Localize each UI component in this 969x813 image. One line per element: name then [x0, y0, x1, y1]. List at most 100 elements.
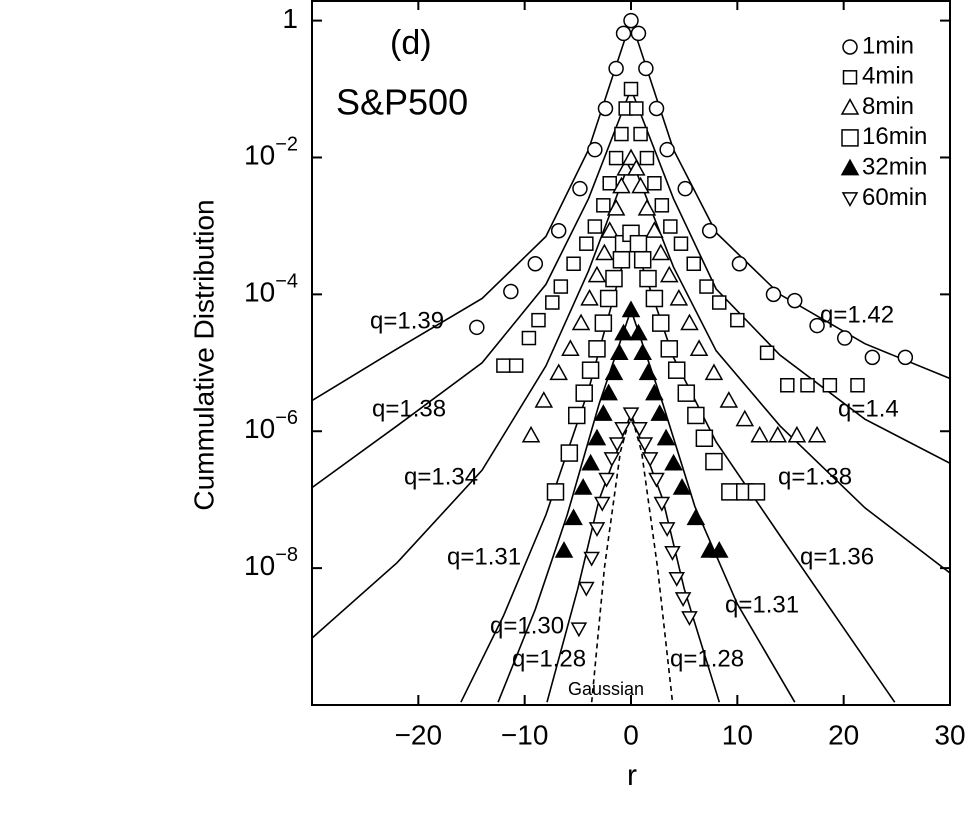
- data-point: [677, 384, 696, 402]
- data-point: [631, 422, 648, 437]
- data-point: [549, 363, 568, 381]
- data-point: [677, 180, 693, 197]
- data-point: [595, 243, 614, 261]
- data-point: [709, 541, 729, 558]
- legend-marker: [842, 39, 858, 55]
- data-point: [658, 522, 676, 537]
- data-point: [612, 176, 631, 194]
- data-point: [663, 219, 678, 234]
- data-point: [750, 425, 769, 443]
- fit-label: q=1.31: [447, 543, 521, 570]
- fit-curve: [460, 233, 632, 703]
- data-point: [588, 340, 606, 358]
- data-point: [587, 219, 603, 234]
- data-point: [631, 176, 650, 194]
- data-point: [622, 407, 640, 423]
- data-point: [822, 377, 838, 393]
- legend-marker: [840, 158, 860, 176]
- legend-label: 4min: [862, 63, 914, 90]
- data-point: [667, 361, 686, 379]
- data-point: [629, 323, 648, 341]
- x-tick-label: −10: [501, 719, 549, 750]
- data-point: [608, 437, 626, 453]
- fit-curve: [630, 20, 950, 380]
- data-point: [704, 363, 724, 381]
- data-point: [599, 289, 618, 308]
- data-point: [648, 472, 665, 488]
- data-point: [568, 406, 586, 425]
- data-point: [594, 314, 613, 332]
- data-point: [636, 437, 654, 453]
- fit-curve: [312, 88, 632, 489]
- data-point: [645, 383, 664, 401]
- data-point: [571, 313, 591, 331]
- data-point: [735, 409, 755, 427]
- fit-label: q=1.38: [778, 463, 852, 490]
- data-point: [731, 256, 748, 272]
- gaussian-curve: [590, 410, 674, 703]
- data-point: [637, 198, 657, 216]
- data-point: [603, 452, 621, 468]
- data-point: [508, 358, 524, 373]
- data-point: [645, 289, 664, 308]
- data-point: [521, 330, 537, 346]
- legend-label: 1min: [862, 32, 914, 59]
- data-point: [648, 100, 665, 117]
- data-point: [623, 12, 639, 29]
- data-point: [527, 256, 544, 272]
- data-point: [687, 406, 705, 425]
- data-point: [664, 545, 681, 561]
- x-tick-label: 0: [623, 719, 639, 750]
- data-point: [621, 300, 641, 318]
- legend-label: 32min: [862, 154, 927, 181]
- data-point: [681, 611, 698, 627]
- data-point: [572, 180, 588, 197]
- fit-curve: [630, 88, 950, 465]
- data-point: [614, 422, 631, 437]
- fit-curve: [312, 20, 632, 402]
- data-point: [639, 269, 657, 288]
- fit-label: q=1.4: [838, 395, 899, 422]
- data-point: [633, 126, 648, 142]
- data-point: [615, 25, 632, 42]
- data-point: [836, 330, 853, 346]
- data-point: [583, 551, 600, 567]
- data-point: [623, 81, 639, 97]
- data-point: [645, 221, 664, 238]
- data-point: [598, 472, 615, 488]
- data-point: [570, 622, 588, 638]
- chart-title: (d): [390, 24, 432, 62]
- data-point: [809, 317, 825, 334]
- data-point: [686, 508, 706, 526]
- data-point: [496, 358, 511, 373]
- fit-label: q=1.38: [372, 395, 446, 422]
- data-point: [578, 581, 595, 597]
- data-point: [668, 571, 685, 587]
- data-point: [747, 483, 766, 501]
- data-point: [699, 279, 714, 294]
- data-point: [633, 343, 652, 360]
- fit-label: q=1.30: [490, 612, 564, 639]
- data-point: [604, 363, 624, 381]
- legend-marker: [841, 129, 859, 147]
- data-point: [600, 221, 620, 238]
- data-point: [780, 377, 795, 393]
- data-point: [765, 286, 782, 303]
- data-point: [627, 158, 646, 176]
- data-point: [521, 425, 541, 443]
- data-point: [534, 391, 554, 408]
- data-point: [712, 295, 727, 310]
- legend-marker: [842, 70, 858, 85]
- data-point: [689, 339, 709, 356]
- data-point: [606, 198, 626, 216]
- data-point: [599, 383, 618, 401]
- data-point: [550, 223, 567, 239]
- fit-label: q=1.39: [370, 307, 444, 334]
- data-point: [580, 288, 599, 306]
- data-point: [564, 508, 583, 526]
- data-point: [659, 141, 675, 158]
- data-point: [581, 453, 600, 471]
- data-point: [850, 377, 865, 393]
- data-point: [650, 404, 669, 421]
- data-point: [641, 452, 659, 468]
